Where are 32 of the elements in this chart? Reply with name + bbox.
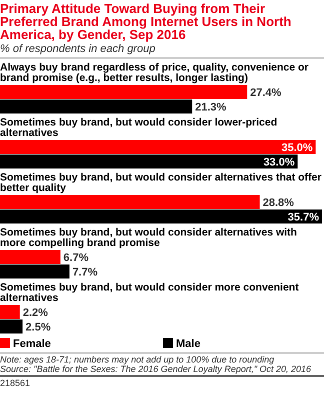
data-label: 33.0% [263, 156, 295, 168]
bar [0, 154, 298, 168]
source-note: Source: "Battle for the Sexes: The 2016 Gender Loyalty Report," Oct 20, 2016 [0, 364, 312, 374]
text: 218561 [0, 378, 30, 388]
data-label: 7.7% [72, 266, 98, 278]
data-label: 6.7% [63, 252, 89, 264]
data-label: 2.5% [26, 322, 51, 334]
data-label: 2.2% [22, 307, 48, 319]
chart-title: Primary Attitude Toward Buying from Their Preferred Brand Among Internet Users in North America, by Gender, Sep 2016 [0, 1, 292, 42]
bar [0, 100, 192, 114]
bar [0, 140, 316, 154]
text: Note: ages 18-71; numbers may not add up to 100% due to rounding [0, 354, 274, 364]
bar [0, 320, 23, 334]
y-tick-label: Always buy brand regardless of price, quality, convenience or brand promise (e.g., better results, longer lasting) [0, 62, 308, 84]
bar [0, 210, 322, 224]
data-label: 28.8% [262, 197, 294, 209]
data-label: 35.7% [288, 212, 320, 224]
y-tick-label: Sometimes buy brand, but would consider alternatives that offer better quality [0, 172, 322, 194]
bar [0, 250, 60, 264]
data-label: 21.3% [195, 102, 227, 114]
data-label: 27.4% [250, 87, 282, 99]
y-tick-label: Sometimes buy brand, but would consider lower-priced alternatives [0, 116, 278, 139]
bar [0, 195, 260, 209]
bar [0, 264, 70, 278]
y-tick-label: Sometimes buy brand, but would consider alternatives with more compelling brand promise [0, 226, 297, 249]
data-label: 35.0% [281, 142, 313, 154]
bar [0, 305, 20, 319]
legend-label: Female [13, 338, 51, 350]
legend-label: Male [176, 338, 200, 350]
bar [0, 85, 248, 99]
chart-subtitle: % of respondents in each group [0, 43, 156, 55]
y-tick-label: Sometimes buy brand, but would consider more convenient alternatives [0, 282, 300, 304]
